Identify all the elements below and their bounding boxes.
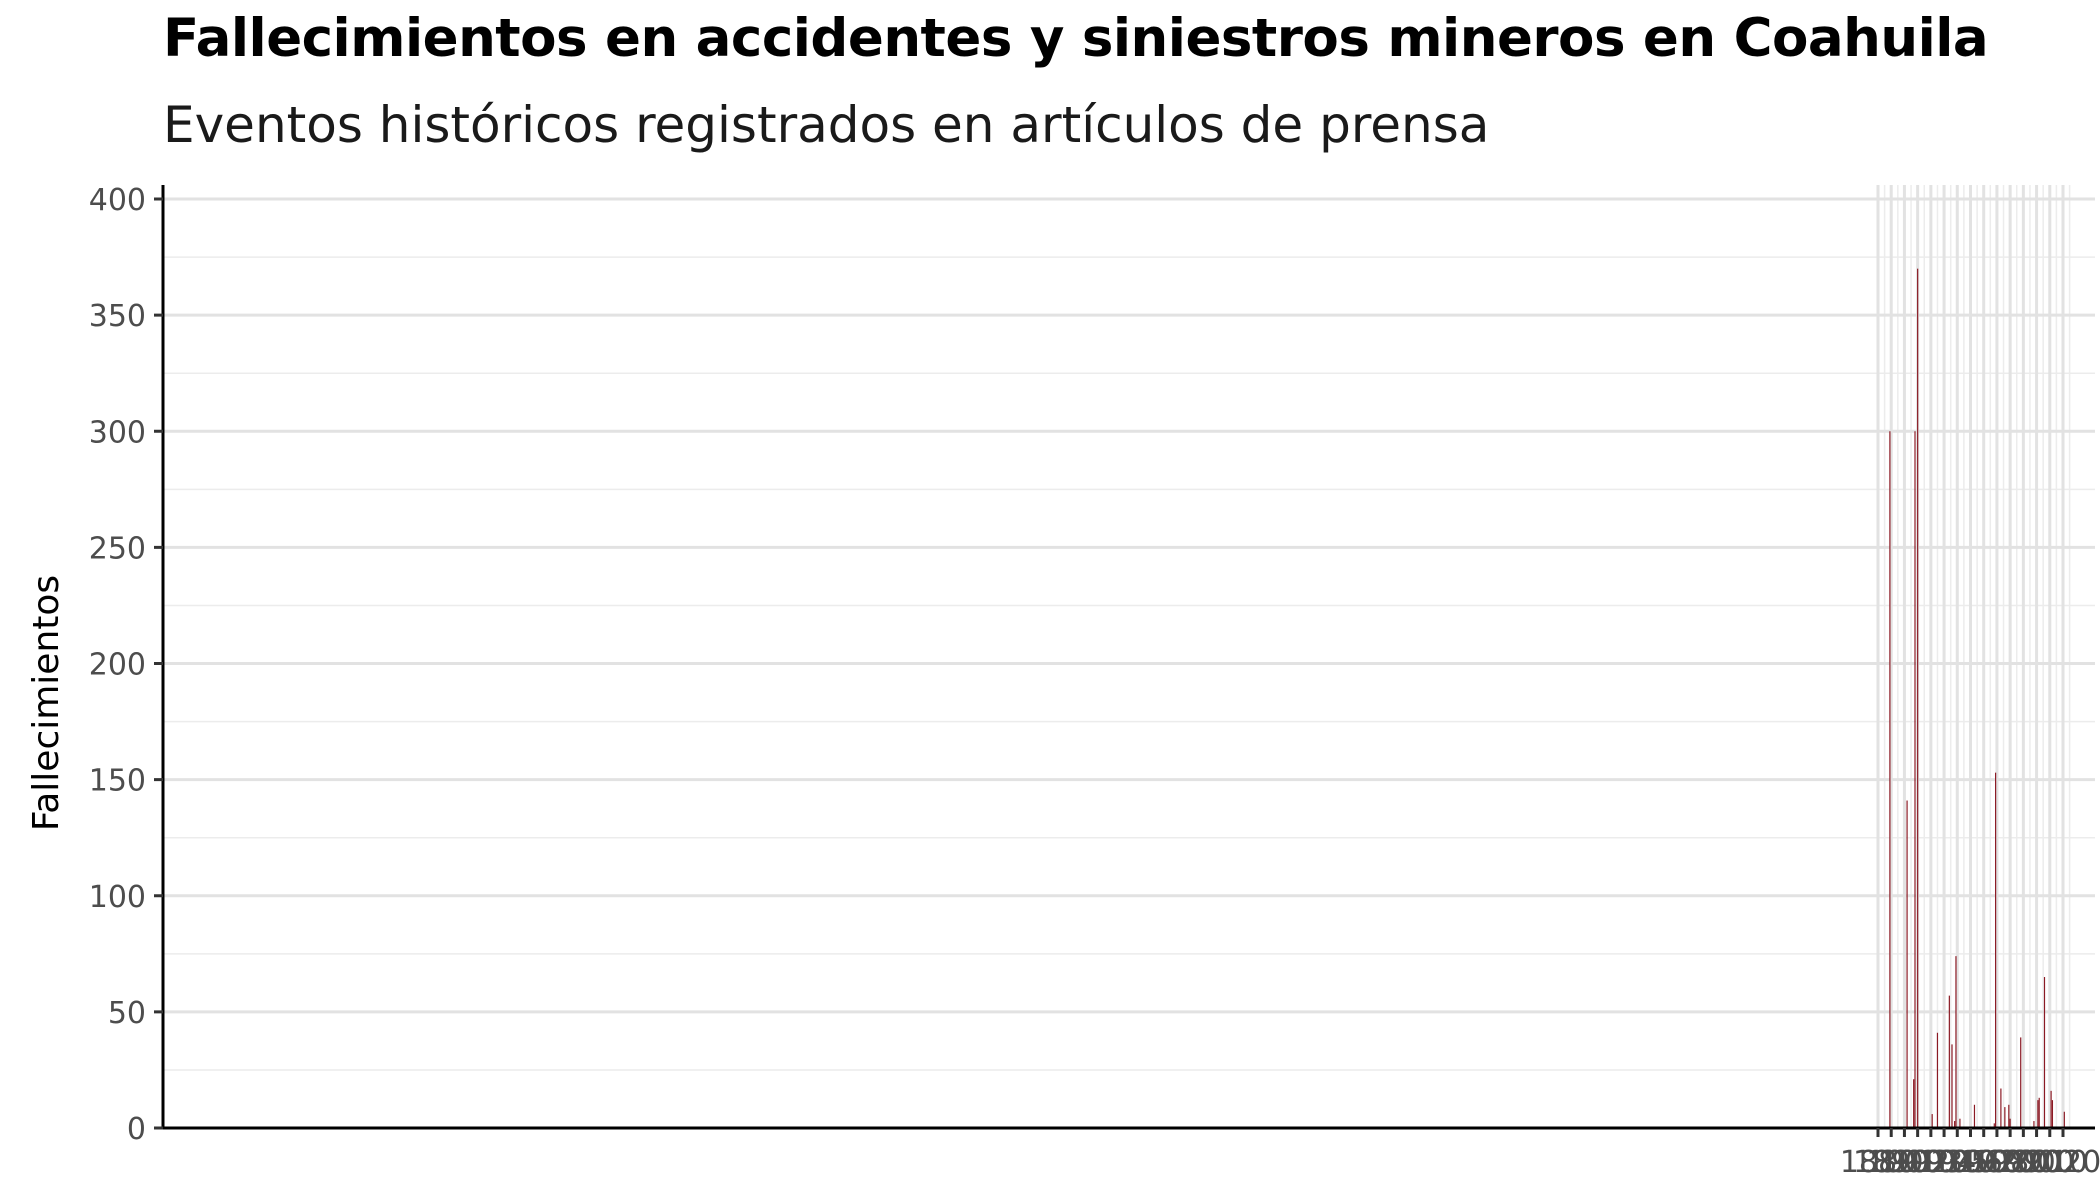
bar-1908 xyxy=(1914,431,1916,1128)
chart-subtitle: Eventos históricos registrados en artícu… xyxy=(163,96,1490,154)
x-tick-label: 1930 xyxy=(1906,1145,1982,1180)
y-tick-label: 250 xyxy=(89,531,146,566)
x-tick-label: 1960 xyxy=(1946,1145,2022,1180)
chart-title: Fallecimientos en accidentes y siniestro… xyxy=(163,8,1989,69)
grid-minor xyxy=(163,185,2095,1128)
x-axis-ticks: 1880189019001910192019301940195019601970… xyxy=(1840,1128,2100,1180)
y-axis-title: Fallecimientos xyxy=(26,575,67,831)
bar-1934 xyxy=(1948,995,1950,1128)
x-tick-label: 1920 xyxy=(1893,1145,1969,1180)
bar-1988 xyxy=(2020,1037,2022,1128)
x-tick-label: 1980 xyxy=(1972,1145,2048,1180)
bar-2012 xyxy=(2051,1100,2054,1128)
x-tick-label: 2010 xyxy=(2012,1145,2088,1180)
bar-2002 xyxy=(2038,1097,2040,1128)
bar-1907 xyxy=(1913,1079,1915,1128)
bar-1973 xyxy=(2000,1088,2002,1128)
bar-1998 xyxy=(2033,1121,2035,1128)
y-tick-label: 0 xyxy=(127,1112,146,1147)
x-tick-label: 1970 xyxy=(1959,1145,2035,1180)
y-tick-label: 200 xyxy=(89,648,146,683)
x-tick-label: 1940 xyxy=(1919,1145,1995,1180)
bar-1938 xyxy=(1954,1121,1956,1128)
bar-2021 xyxy=(2063,1111,2065,1128)
bar-1979 xyxy=(2008,1104,2010,1128)
bar-1939 xyxy=(1955,956,1957,1128)
bar-2006 xyxy=(2043,977,2046,1128)
y-tick-label: 300 xyxy=(89,415,146,450)
bar-1925 xyxy=(1936,1032,1939,1128)
y-tick-label: 350 xyxy=(89,299,146,334)
bar-1969 xyxy=(1995,772,1997,1128)
y-tick-label: 100 xyxy=(89,880,146,915)
grid-major xyxy=(163,185,2095,1130)
x-tick-label: 1890 xyxy=(1853,1145,1929,1180)
bar-2011 xyxy=(2050,1090,2052,1128)
bars xyxy=(1889,268,2065,1128)
x-tick-label: 2000 xyxy=(1998,1145,2074,1180)
bar-1942 xyxy=(1959,1118,1961,1128)
y-axis-ticks: 0 50 100 150 200 250 300 350 400 xyxy=(89,183,163,1147)
bar-1968 xyxy=(1993,1123,1995,1128)
x-tick-label: 1880 xyxy=(1840,1145,1916,1180)
bar-2001 xyxy=(2037,1100,2039,1128)
y-tick-label: 400 xyxy=(89,183,146,218)
y-tick-label: 150 xyxy=(89,764,146,799)
bar-1953 xyxy=(1973,1104,1976,1128)
bar-1921 xyxy=(1931,1114,1933,1128)
bar-1976 xyxy=(2004,1107,2006,1128)
x-tick-label: 1950 xyxy=(1932,1145,2008,1180)
x-tick-label: 1910 xyxy=(1879,1145,1955,1180)
x-tick-label: 2020 xyxy=(2025,1145,2100,1180)
y-tick-label: 50 xyxy=(108,996,146,1031)
x-tick-label: 1900 xyxy=(1866,1145,1942,1180)
x-tick-label: 1990 xyxy=(1985,1145,2061,1180)
bar-1910 xyxy=(1917,268,1919,1128)
bar-1936 xyxy=(1951,1044,1953,1128)
axes xyxy=(161,185,2095,1130)
bar-1889 xyxy=(1889,431,1891,1128)
bar-1980 xyxy=(2009,1118,2011,1128)
bar-1902 xyxy=(1906,800,1908,1128)
